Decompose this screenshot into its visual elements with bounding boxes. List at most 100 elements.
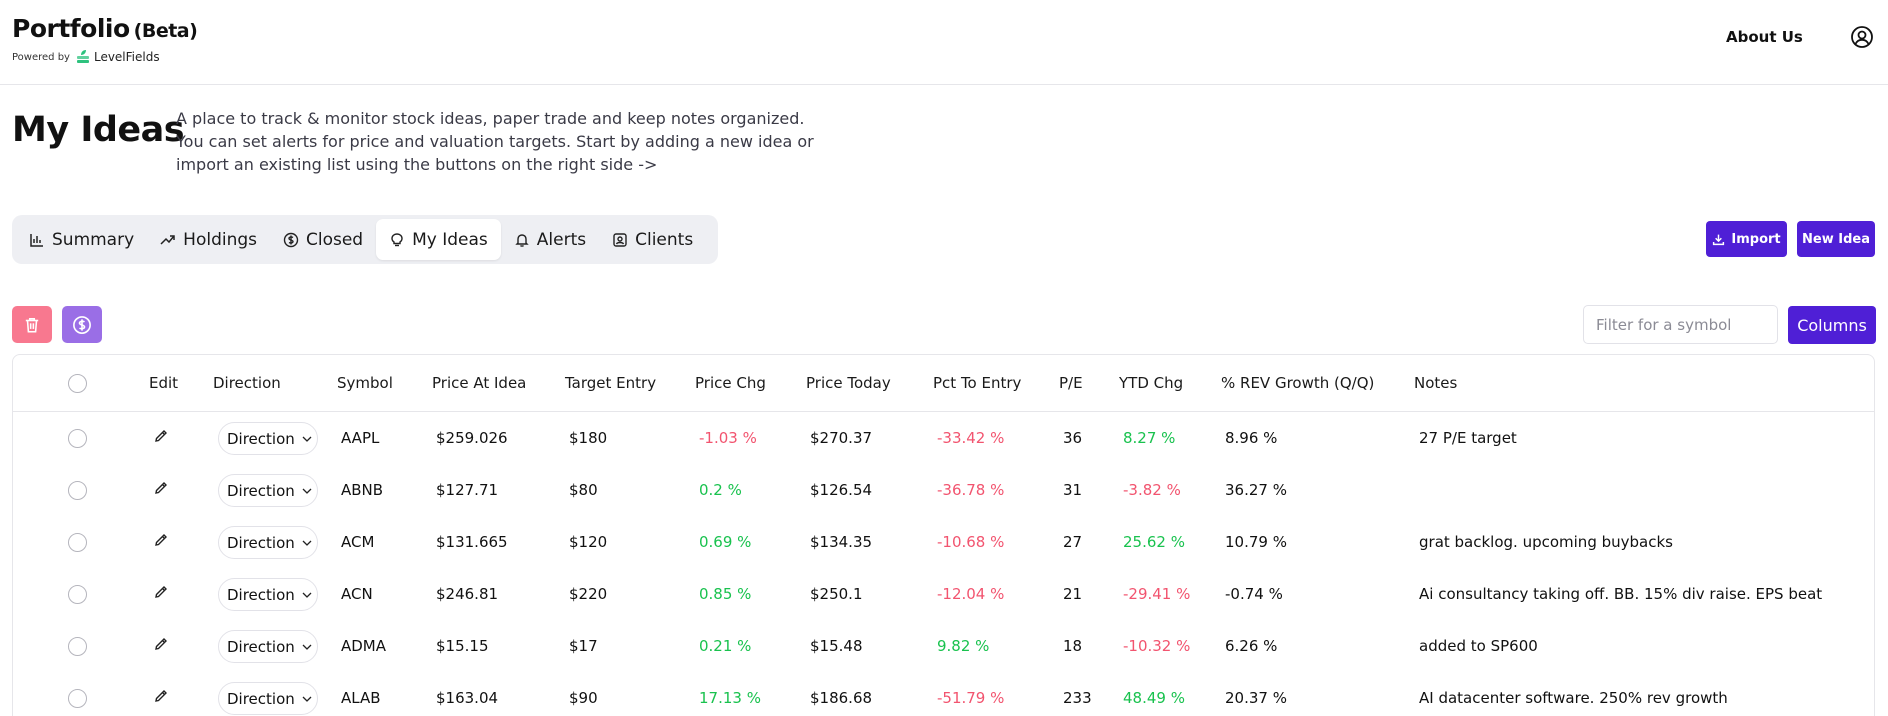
tab-closed[interactable]: Closed — [270, 219, 376, 260]
edit-pencil-icon[interactable] — [153, 532, 169, 548]
cell-price-chg: 0.85 % — [699, 585, 752, 603]
chevron-down-icon — [302, 436, 312, 442]
edit-pencil-icon[interactable] — [153, 636, 169, 652]
chevron-down-icon — [302, 644, 312, 650]
cell-price-chg: 17.13 % — [699, 689, 761, 707]
new-idea-button[interactable]: New Idea — [1797, 221, 1875, 257]
cell-rev-growth: 36.27 % — [1225, 481, 1287, 499]
cell-notes: Ai consultancy taking off. BB. 15% div r… — [1419, 585, 1823, 603]
table-header: Edit Direction Symbol Price At Idea Targ… — [13, 355, 1874, 412]
direction-value: Direction — [227, 585, 295, 604]
table-row: Direction ALAB $163.04 $90 17.13 % $186.68 -51… — [13, 672, 1874, 716]
brand-beta: (Beta) — [133, 20, 198, 42]
delete-button[interactable] — [12, 306, 52, 343]
direction-select[interactable]: Direction — [218, 422, 318, 455]
column-header-notes[interactable]: Notes — [1414, 374, 1458, 392]
direction-select[interactable]: Direction — [218, 578, 318, 611]
column-header-price-chg[interactable]: Price Chg — [695, 374, 766, 392]
cell-price-at-idea: $163.04 — [436, 689, 499, 707]
tab-alerts[interactable]: Alerts — [501, 219, 599, 260]
top-bar: Portfolio (Beta) Powered by LevelFields A… — [0, 0, 1888, 85]
edit-pencil-icon[interactable] — [153, 688, 169, 704]
cell-price-today: $186.68 — [810, 689, 873, 707]
cell-pe: 27 — [1063, 533, 1083, 551]
tab-label: Clients — [635, 229, 694, 250]
edit-pencil-icon[interactable] — [153, 584, 169, 600]
levelfields-logo: LevelFields — [76, 49, 160, 65]
cell-pct-to-entry: -10.68 % — [937, 533, 1005, 551]
row-checkbox[interactable] — [68, 481, 87, 500]
cell-price-today: $126.54 — [810, 481, 873, 499]
about-us-link[interactable]: About Us — [1726, 28, 1803, 46]
direction-select[interactable]: Direction — [218, 630, 318, 663]
table-row: Direction AAPL $259.026 $180 -1.03 % $270.37 -… — [13, 412, 1874, 464]
cell-price-at-idea: $127.71 — [436, 481, 499, 499]
trend-icon — [160, 234, 175, 245]
cell-pct-to-entry: -51.79 % — [937, 689, 1005, 707]
tab-clients[interactable]: Clients — [599, 219, 706, 260]
tab-summary[interactable]: Summary — [16, 219, 147, 260]
direction-select[interactable]: Direction — [218, 474, 318, 507]
column-header-symbol[interactable]: Symbol — [337, 374, 393, 392]
column-header-edit[interactable]: Edit — [149, 374, 179, 392]
tab-label: Holdings — [183, 229, 257, 250]
tab-holdings[interactable]: Holdings — [147, 219, 270, 260]
column-header-direction[interactable]: Direction — [213, 374, 281, 392]
cell-symbol[interactable]: ACM — [341, 533, 375, 551]
row-checkbox[interactable] — [68, 585, 87, 604]
cell-symbol[interactable]: ADMA — [341, 637, 387, 655]
chevron-down-icon — [302, 696, 312, 702]
cell-pct-to-entry: -36.78 % — [937, 481, 1005, 499]
cell-symbol[interactable]: ABNB — [341, 481, 384, 499]
edit-pencil-icon[interactable] — [153, 428, 169, 444]
column-header-price-today[interactable]: Price Today — [806, 374, 891, 392]
cell-symbol[interactable]: ALAB — [341, 689, 381, 707]
direction-select[interactable]: Direction — [218, 682, 318, 715]
row-checkbox[interactable] — [68, 689, 87, 708]
column-header-pe[interactable]: P/E — [1059, 374, 1083, 392]
column-header-price-at-idea[interactable]: Price At Idea — [432, 374, 527, 392]
table-row: Direction ACN $246.81 $220 0.85 % $250.1 -12.0… — [13, 568, 1874, 620]
symbol-filter-input[interactable] — [1583, 305, 1778, 344]
tab-label: Closed — [306, 229, 364, 250]
brand-title[interactable]: Portfolio (Beta) — [12, 14, 198, 43]
cell-price-today: $250.1 — [810, 585, 863, 603]
cell-target-entry: $120 — [569, 533, 608, 551]
cell-price-at-idea: $131.665 — [436, 533, 508, 551]
cell-price-chg: 0.69 % — [699, 533, 752, 551]
cell-ytd-chg: -29.41 % — [1123, 585, 1191, 603]
tab-bar: Summary Holdings Closed My Ideas Alerts … — [12, 215, 718, 264]
cell-price-at-idea: $15.15 — [436, 637, 489, 655]
download-icon — [1713, 234, 1725, 245]
column-header-ytd-chg[interactable]: YTD Chg — [1119, 374, 1184, 392]
ideas-table: Edit Direction Symbol Price At Idea Targ… — [12, 354, 1875, 716]
column-header-rev-growth[interactable]: % REV Growth (Q/Q) — [1221, 374, 1375, 392]
trade-button[interactable] — [62, 306, 102, 343]
direction-value: Direction — [227, 481, 295, 500]
select-all-checkbox[interactable] — [68, 374, 87, 393]
chart-icon — [30, 233, 43, 247]
cell-rev-growth: 20.37 % — [1225, 689, 1287, 707]
column-header-target-entry[interactable]: Target Entry — [565, 374, 657, 392]
row-checkbox[interactable] — [68, 637, 87, 656]
edit-pencil-icon[interactable] — [153, 480, 169, 496]
user-account-icon[interactable] — [1850, 25, 1874, 49]
direction-value: Direction — [227, 637, 295, 656]
powered-by-label: Powered by — [12, 51, 70, 63]
import-button[interactable]: Import — [1706, 221, 1787, 257]
cell-symbol[interactable]: AAPL — [341, 429, 380, 447]
row-checkbox[interactable] — [68, 429, 87, 448]
column-header-pct-to-entry[interactable]: Pct To Entry — [933, 374, 1022, 392]
direction-select[interactable]: Direction — [218, 526, 318, 559]
levelfields-logo-icon — [76, 50, 89, 63]
cell-symbol[interactable]: ACN — [341, 585, 373, 603]
tab-my-ideas[interactable]: My Ideas — [376, 219, 501, 260]
cell-price-at-idea: $259.026 — [436, 429, 508, 447]
columns-button[interactable]: Columns — [1788, 306, 1876, 344]
dollar-circle-icon — [283, 232, 299, 247]
powered-by: Powered by LevelFields — [12, 49, 160, 65]
cell-ytd-chg: 48.49 % — [1123, 689, 1185, 707]
cell-target-entry: $17 — [569, 637, 598, 655]
row-checkbox[interactable] — [68, 533, 87, 552]
chevron-down-icon — [302, 540, 312, 546]
